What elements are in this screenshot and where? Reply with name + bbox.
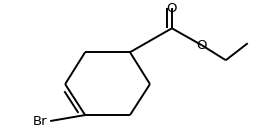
Text: Br: Br: [32, 115, 47, 128]
Text: O: O: [197, 39, 207, 52]
Text: O: O: [167, 2, 177, 15]
